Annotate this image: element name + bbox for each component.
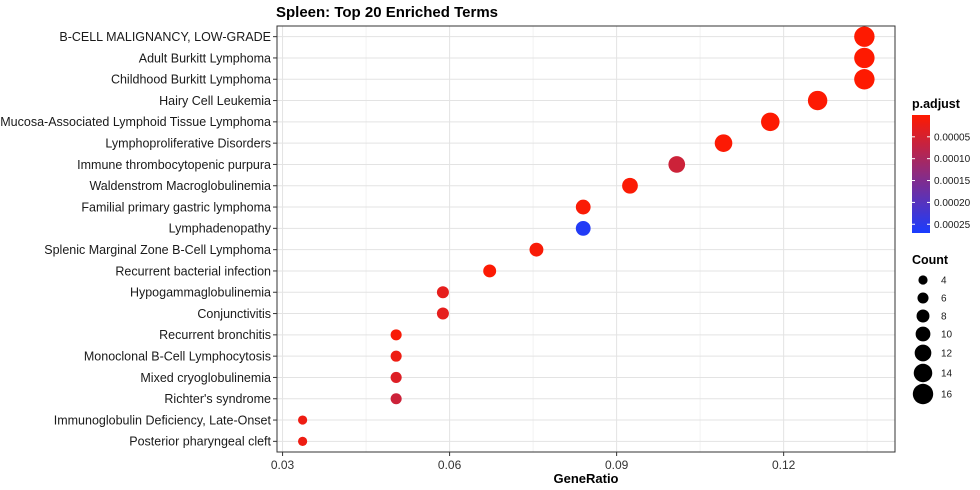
x-tick-label: 0.06: [438, 458, 462, 472]
term-label: Posterior pharyngeal cleft: [129, 435, 271, 449]
count-legend-label: 6: [941, 294, 947, 305]
term-label: Hairy Cell Leukemia: [159, 94, 271, 108]
term-label: Lymphadenopathy: [169, 222, 272, 236]
data-point: [436, 286, 449, 299]
count-legend-dot: [916, 309, 930, 323]
chart-title: Spleen: Top 20 Enriched Terms: [276, 4, 498, 21]
x-tick-label: 0.09: [605, 458, 629, 472]
count-legend-dot: [918, 275, 928, 285]
panel-border: [276, 25, 896, 453]
term-label: Lymphoproliferative Disorders: [105, 136, 271, 150]
count-legend-label: 10: [941, 330, 953, 341]
term-label: Waldenstrom Macroglobulinemia: [89, 179, 271, 193]
term-label: Adult Burkitt Lymphoma: [139, 51, 271, 65]
count-legend-dot: [917, 292, 929, 304]
color-bar: [912, 115, 930, 233]
data-point: [436, 307, 449, 320]
data-point: [807, 90, 828, 111]
p-adjust-legend: p.adjust 0.00005 0.00010 0.00015 0.00020 0.00…: [912, 97, 971, 233]
data-point: [854, 26, 875, 47]
data-point: [668, 156, 686, 173]
data-point: [298, 415, 308, 425]
term-labels: B-CELL MALIGNANCY, LOW-GRADE Adult Burkit…: [0, 30, 277, 449]
color-bar-label: 0.00010: [934, 154, 971, 165]
data-point: [483, 264, 497, 278]
color-bar-label: 0.00015: [934, 176, 971, 187]
count-legend-dot: [915, 326, 931, 342]
count-legend-label: 16: [941, 390, 953, 401]
count-legend-dot: [912, 383, 934, 405]
data-point: [390, 371, 402, 383]
count-legend-label: 14: [941, 369, 953, 380]
term-label: B-CELL MALIGNANCY, LOW-GRADE: [59, 30, 271, 44]
count-legend-label: 12: [941, 349, 953, 360]
count-legend-dot: [913, 363, 933, 383]
x-tick-label: 0.12: [772, 458, 796, 472]
term-label: Hypogammaglobulinemia: [130, 286, 271, 300]
data-point: [714, 134, 733, 152]
term-label: Familial primary gastric lymphoma: [81, 200, 271, 214]
term-label: Monoclonal B-Cell Lymphocytosis: [84, 349, 271, 363]
term-label: Mixed cryoglobulinemia: [140, 371, 271, 385]
term-label: Recurrent bronchitis: [159, 328, 271, 342]
term-label: Immunoglobulin Deficiency, Late-Onset: [54, 413, 272, 427]
count-legend-dot: [914, 344, 932, 362]
x-axis-title: GeneRatio: [553, 471, 618, 486]
data-point: [575, 199, 591, 215]
data-point: [761, 112, 780, 132]
color-bar-label: 0.00025: [934, 220, 971, 231]
x-tick-label: 0.03: [271, 458, 295, 472]
data-point: [854, 47, 875, 69]
color-bar-label: 0.00020: [934, 198, 971, 209]
count-legend-label: 8: [941, 312, 947, 323]
term-label: Conjunctivitis: [197, 307, 271, 321]
panel-background: [277, 26, 895, 452]
term-label: Richter's syndrome: [164, 392, 271, 406]
term-label: Immune thrombocytopenic purpura: [77, 158, 271, 172]
term-label: Childhood Burkitt Lymphoma: [111, 73, 271, 87]
data-point: [390, 350, 402, 362]
data-point: [622, 177, 638, 194]
p-adjust-legend-title: p.adjust: [912, 97, 961, 111]
count-legend-title: Count: [912, 253, 949, 267]
data-point: [390, 329, 402, 341]
data-point: [529, 242, 544, 257]
term-label: Recurrent bacterial infection: [115, 264, 271, 278]
count-legend: Count 4 6 8 10 12 14 16: [912, 253, 953, 405]
color-bar-label: 0.00005: [934, 132, 971, 143]
data-point: [575, 220, 591, 236]
plot-panel: [276, 25, 896, 453]
data-point: [390, 393, 402, 405]
term-label: Mucosa-Associated Lymphoid Tissue Lympho…: [0, 115, 271, 129]
data-point: [298, 436, 308, 446]
term-label: Splenic Marginal Zone B-Cell Lymphoma: [44, 243, 271, 257]
x-axis-ticks: 0.03 0.06 0.09 0.12: [271, 452, 796, 472]
data-point: [854, 69, 875, 90]
count-legend-label: 4: [941, 276, 947, 287]
